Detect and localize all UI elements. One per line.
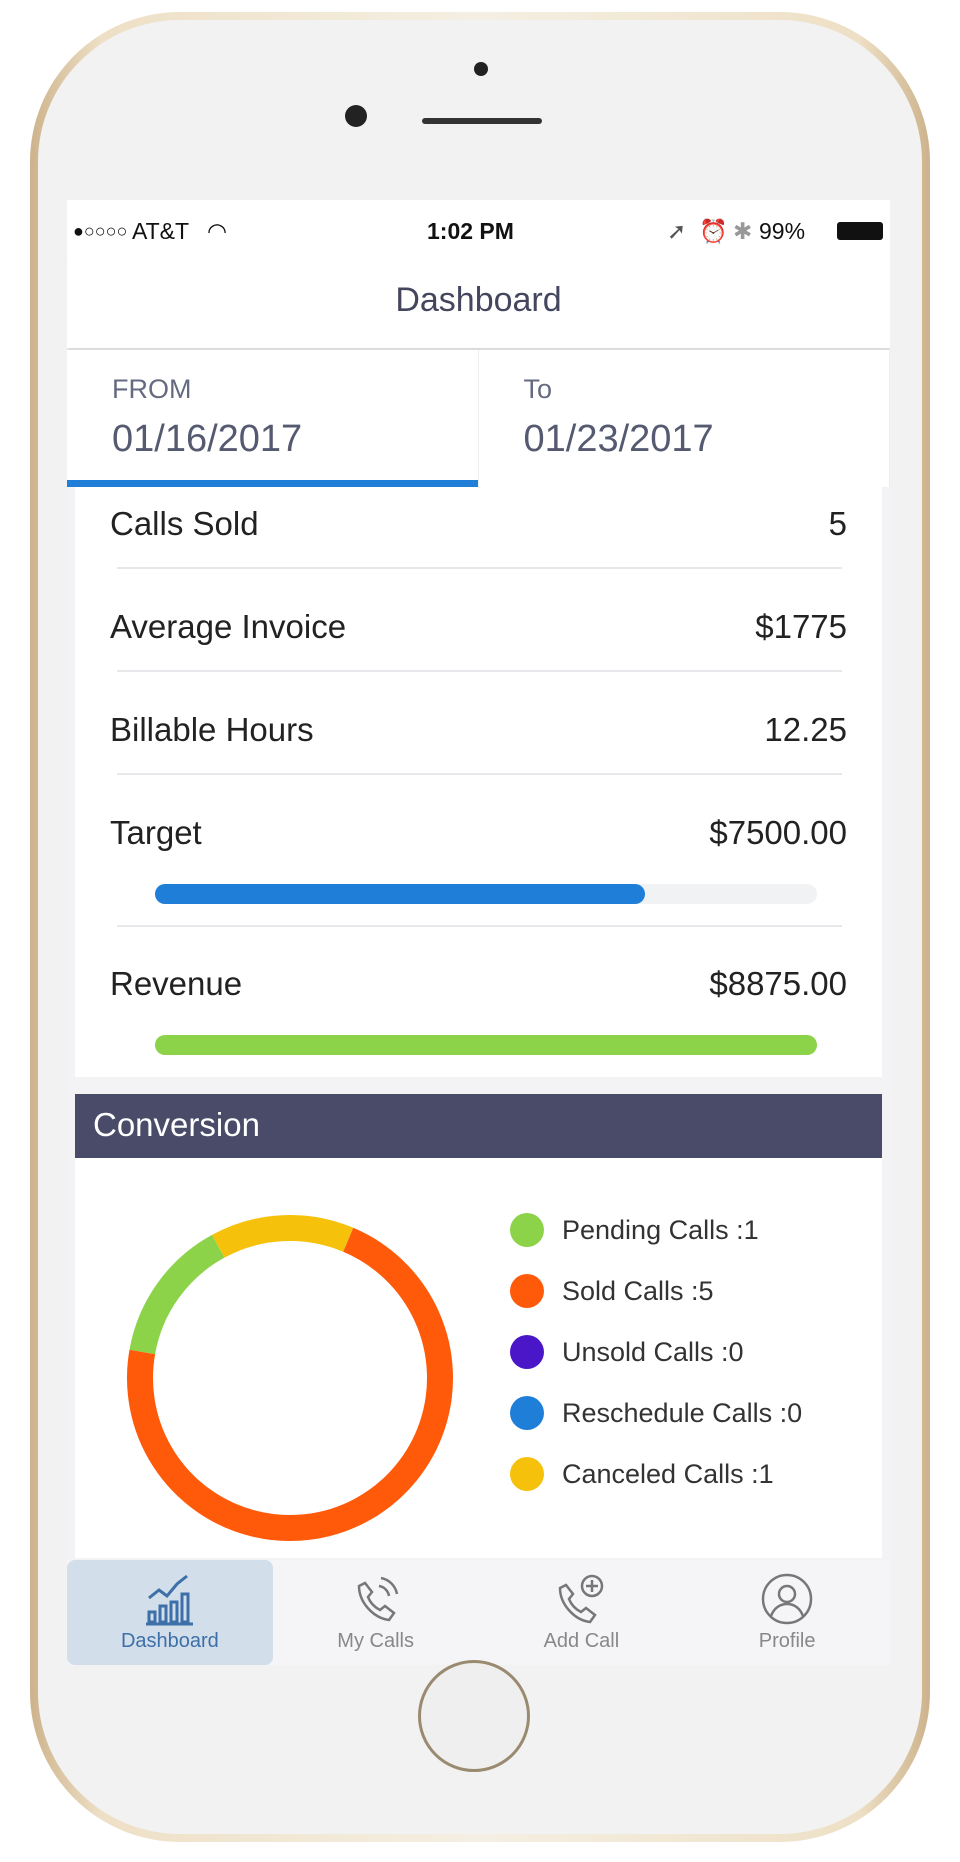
stat-label: Billable Hours: [110, 711, 314, 748]
tab-label: Add Call: [543, 1630, 620, 1652]
from-date-value: 01/16/2017: [112, 418, 303, 460]
target-progress-fill: [155, 884, 645, 904]
from-date-tab[interactable]: FROM 01/16/2017: [67, 350, 479, 487]
legend-item: Canceled Calls :1: [510, 1457, 774, 1491]
date-range: FROM 01/16/2017 To 01/23/2017: [67, 350, 890, 487]
stat-revenue: Revenue $8875.00: [110, 965, 847, 1003]
chart-icon: [145, 1574, 193, 1626]
stat-average-invoice: Average Invoice $1775: [110, 608, 847, 646]
screen: ●○○○○ AT&T ◠ 1:02 PM ➚ ⏰ ✱ 99% Dashboard…: [67, 200, 890, 1665]
tab-my-calls[interactable]: My Calls: [273, 1560, 479, 1665]
tab-label: Dashboard: [120, 1630, 219, 1652]
stat-target: Target $7500.00: [110, 814, 847, 852]
donut-segment: [129, 1234, 225, 1355]
from-label: FROM: [112, 374, 192, 404]
location-icon: ➚: [667, 218, 687, 244]
conversion-header: Conversion: [75, 1094, 882, 1158]
stat-value: $7500.00: [709, 814, 847, 851]
earpiece-speaker: [422, 118, 542, 124]
tab-label: My Calls: [337, 1630, 414, 1652]
profile-icon: [761, 1573, 813, 1625]
divider: [117, 567, 842, 569]
donut-segment: [212, 1215, 354, 1258]
add-call-icon: [559, 1574, 604, 1624]
phone-icon: [357, 1576, 398, 1622]
wifi-icon: ◠: [207, 218, 228, 244]
stat-label: Calls Sold: [110, 505, 259, 542]
tab-bar: Dashboard My Calls Add Call Profile: [67, 1560, 890, 1665]
legend-label: Unsold Calls :0: [562, 1336, 744, 1367]
revenue-progress-fill: [155, 1035, 817, 1055]
legend-item: Reschedule Calls :0: [510, 1396, 802, 1430]
front-camera: [345, 105, 367, 127]
conversion-donut-chart: [127, 1215, 453, 1541]
clock: 1:02 PM: [427, 218, 514, 244]
signal-icon: ●○○○○: [73, 221, 128, 241]
to-date-value: 01/23/2017: [523, 418, 714, 460]
legend-swatch: [510, 1396, 544, 1430]
tab-profile[interactable]: Profile: [684, 1560, 890, 1665]
nav-header: Dashboard: [67, 260, 890, 348]
stat-label: Average Invoice: [110, 608, 347, 645]
legend-item: Unsold Calls :0: [510, 1335, 744, 1369]
stat-label: Revenue: [110, 965, 243, 1002]
to-date-tab[interactable]: To 01/23/2017: [479, 350, 890, 487]
target-progress-bar: [155, 884, 817, 904]
alarm-icon: ⏰: [699, 218, 728, 244]
stat-value: $8875.00: [709, 965, 847, 1002]
legend-swatch: [510, 1274, 544, 1308]
stat-label: Target: [110, 814, 202, 851]
legend-label: Canceled Calls :1: [562, 1458, 774, 1489]
stat-value: 12.25: [764, 711, 847, 748]
legend-label: Sold Calls :5: [562, 1275, 714, 1306]
legend-item: Sold Calls :5: [510, 1274, 714, 1308]
bluetooth-icon: ✱: [733, 218, 753, 244]
to-label: To: [523, 374, 553, 404]
stats-list: Calls Sold 5 Average Invoice $1775 Billabl…: [75, 487, 882, 1077]
legend-swatch: [510, 1213, 544, 1247]
conversion-panel: Pending Calls :1 Sold Calls :5 Unsold Call…: [75, 1158, 882, 1558]
tab-dashboard[interactable]: Dashboard: [67, 1560, 273, 1665]
battery-icon: [837, 222, 883, 240]
divider: [117, 925, 842, 927]
proximity-sensor: [474, 62, 488, 76]
divider: [117, 773, 842, 775]
carrier: AT&T: [132, 218, 190, 244]
tab-label: Profile: [758, 1630, 816, 1652]
battery-percent: 99%: [759, 218, 806, 244]
stat-value: 5: [828, 505, 847, 542]
home-button[interactable]: [418, 1660, 530, 1772]
donut-segment: [127, 1227, 453, 1541]
legend-swatch: [510, 1335, 544, 1369]
stat-value: $1775: [755, 608, 847, 645]
legend-item: Pending Calls :1: [510, 1213, 759, 1247]
stat-calls-sold: Calls Sold 5: [110, 505, 847, 543]
legend-label: Reschedule Calls :0: [562, 1397, 803, 1428]
legend-swatch: [510, 1457, 544, 1491]
legend-label: Pending Calls :1: [562, 1214, 759, 1245]
status-bar: ●○○○○ AT&T ◠ 1:02 PM ➚ ⏰ ✱ 99%: [67, 200, 890, 260]
revenue-progress-bar: [155, 1035, 817, 1055]
page-title: Dashboard: [395, 281, 562, 319]
stat-billable-hours: Billable Hours 12.25: [110, 711, 847, 749]
tab-add-call[interactable]: Add Call: [479, 1560, 685, 1665]
divider: [117, 670, 842, 672]
